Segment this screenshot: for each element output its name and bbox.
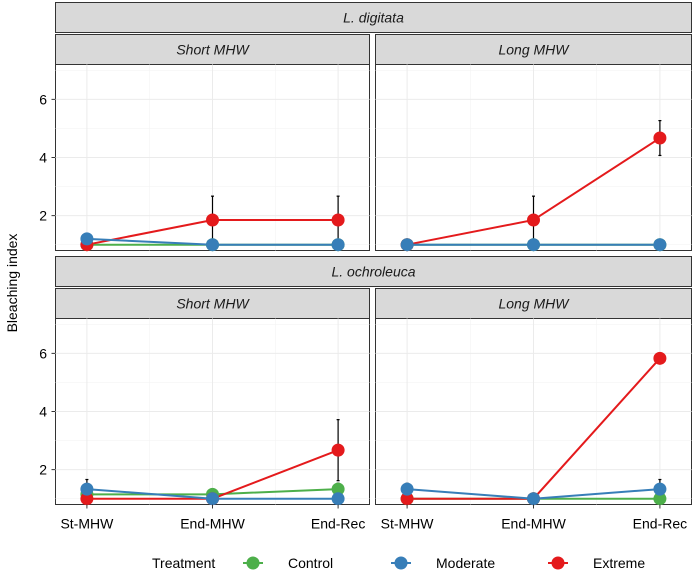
legend-key-point	[246, 556, 260, 570]
y-tick-label: 6	[39, 91, 47, 107]
legend-item-extreme: Extreme	[548, 555, 645, 571]
legend-entries: Control Moderate Extreme	[243, 555, 645, 571]
data-point-l-ochroleuca-short-mhw-moderate-2	[206, 492, 219, 506]
data-point-l-digitata-short-mhw-moderate-1	[80, 232, 94, 246]
legend-key-point	[394, 556, 408, 570]
data-point-l-ochroleuca-short-mhw-control-3	[331, 482, 345, 496]
data-point-l-digitata-short-mhw-moderate-3	[331, 238, 345, 252]
data-point-l-ochroleuca-short-mhw-extreme-3	[331, 443, 345, 457]
data-point-l-ochroleuca-short-mhw-moderate-3	[331, 492, 345, 506]
x-tick-label: St-MHW	[381, 516, 435, 532]
x-tick-label: St-MHW	[60, 516, 114, 532]
plot-panel-ochroleuca-short	[55, 318, 370, 506]
y-tick-label: 2	[39, 462, 47, 478]
legend-label: Moderate	[436, 555, 495, 571]
panel-strip-top-right	[375, 34, 692, 65]
plot-panel-digitata-short	[55, 64, 370, 252]
data-point-l-ochroleuca-short-mhw-extreme-1	[80, 492, 94, 506]
data-point-l-digitata-short-mhw-extreme-2	[206, 213, 219, 227]
data-point-l-digitata-short-mhw-extreme-3	[331, 213, 345, 227]
data-point-l-ochroleuca-long-mhw-moderate-2	[527, 492, 540, 506]
x-tick-label: End-MHW	[180, 516, 245, 532]
legend-label: Control	[288, 555, 333, 571]
data-point-l-digitata-long-mhw-moderate-1	[400, 238, 414, 252]
y-tick-label: 2	[39, 208, 47, 224]
y-tick-label: 4	[39, 404, 47, 420]
data-point-l-digitata-long-mhw-moderate-3	[653, 238, 667, 252]
legend-key-point	[551, 556, 565, 570]
panel-label-bottom-left: Short MHW	[176, 296, 250, 312]
axes: 2 4 6 2 4 6 St-MHW End-MHW End-Rec St-MHW End-MHW E…	[39, 91, 687, 531]
species-label-bottom: L. ochroleuca	[331, 264, 415, 280]
species-strip-bottom	[55, 256, 692, 287]
panel-strip-top-left	[55, 34, 370, 65]
legend: Treatment Control Moderate Extreme	[152, 555, 645, 571]
legend-title: Treatment	[152, 555, 215, 571]
species-label-top: L. digitata	[343, 10, 404, 26]
data-point-l-ochroleuca-short-mhw-moderate-1	[80, 482, 94, 496]
y-axis-title: Bleaching index	[4, 234, 20, 333]
x-tick-label: End-Rec	[633, 516, 687, 532]
data-point-l-digitata-short-mhw-moderate-2	[206, 238, 219, 252]
panel-label-top-left: Short MHW	[176, 42, 250, 58]
data-point-l-digitata-long-mhw-extreme-2	[527, 213, 540, 227]
legend-item-control: Control	[243, 555, 333, 571]
panel-strip-bottom-right	[375, 288, 692, 319]
x-tick-label: End-MHW	[501, 516, 566, 532]
data-point-l-ochroleuca-long-mhw-extreme-1	[400, 492, 414, 506]
data-point-l-digitata-long-mhw-extreme-3	[653, 131, 667, 145]
data-point-l-digitata-long-mhw-moderate-2	[527, 238, 540, 252]
data-point-l-ochroleuca-long-mhw-moderate-3	[653, 482, 667, 496]
data-point-l-ochroleuca-long-mhw-moderate-1	[400, 482, 414, 496]
legend-item-moderate: Moderate	[391, 555, 495, 571]
plot-panel-ochroleuca-long	[375, 318, 692, 506]
y-tick-label: 4	[39, 150, 47, 166]
y-tick-label: 6	[39, 345, 47, 361]
legend-label: Extreme	[593, 555, 645, 571]
panel-label-top-right: Long MHW	[498, 42, 570, 58]
panel-label-bottom-right: Long MHW	[498, 296, 570, 312]
species-strip-top	[55, 2, 692, 33]
data-point-l-ochroleuca-long-mhw-extreme-3	[653, 351, 667, 365]
x-tick-label: End-Rec	[311, 516, 365, 532]
plot-panel-digitata-long	[375, 64, 692, 252]
data-point-l-ochroleuca-long-mhw-control-3	[653, 492, 667, 506]
